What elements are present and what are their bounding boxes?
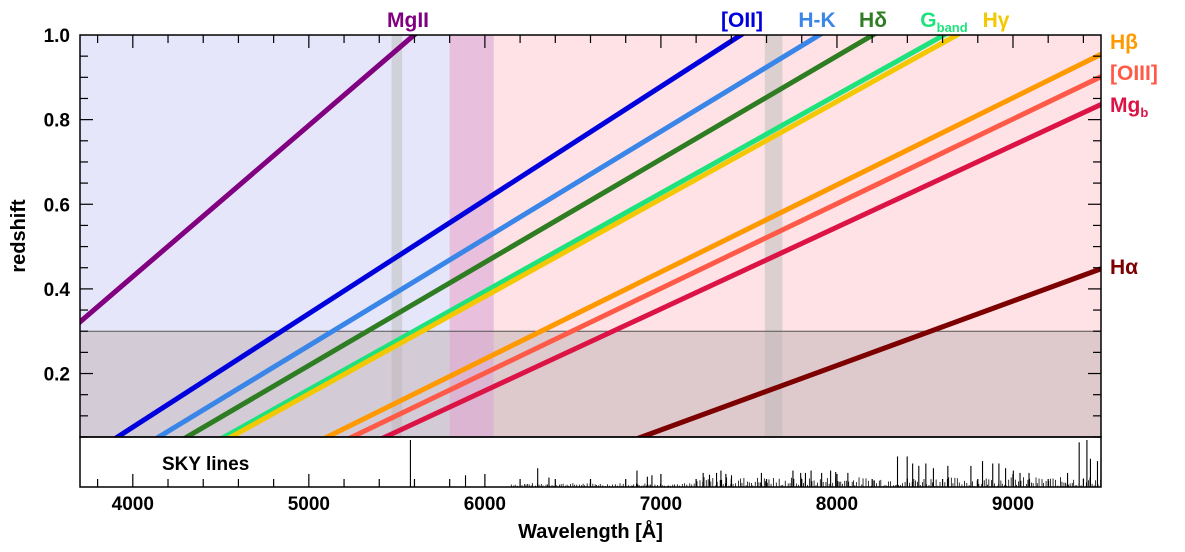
y-tick-label: 0.8: [44, 111, 70, 132]
y-axis-title: redshift: [8, 199, 30, 273]
series-label-subscript: b: [1140, 105, 1148, 120]
series-line-oiii: [346, 73, 1101, 437]
series-label: [OII]: [721, 9, 763, 32]
series-label: H-K: [798, 9, 835, 32]
x-tick-label: 5000: [288, 494, 330, 515]
series-line-g: [219, 35, 950, 437]
series-line-h: [321, 51, 1101, 437]
series-label: Gband: [920, 9, 967, 35]
x-tick-label: 4000: [112, 494, 154, 515]
series-label: MgII: [387, 9, 429, 32]
series-label: Hβ: [1110, 31, 1138, 54]
sky-lines-label: SKY lines: [162, 454, 249, 475]
y-tick-label: 0.6: [44, 195, 70, 216]
series-line-h: [225, 35, 963, 437]
series-label: Hδ: [859, 9, 887, 32]
series-label: [OIII]: [1110, 62, 1158, 85]
series-label-subscript: band: [937, 20, 968, 35]
series-line-oii: [112, 35, 746, 437]
x-tick-label: 8000: [816, 494, 858, 515]
y-tick-label: 0.4: [44, 280, 71, 301]
series-line-mg: [379, 101, 1101, 437]
y-tick-label: 1.0: [44, 26, 70, 47]
sky-forest: [510, 477, 1102, 487]
y-tick-label: 0.2: [44, 365, 70, 386]
x-tick-label: 7000: [640, 494, 682, 515]
series-line-h: [634, 266, 1101, 437]
x-axis-title: Wavelength [Å]: [518, 519, 663, 543]
series-line-mgii: [80, 35, 418, 326]
series-label: Hγ: [983, 9, 1010, 32]
series-line-hk: [153, 35, 825, 437]
x-tick-label: 6000: [464, 494, 506, 515]
x-tick-label: 9000: [992, 494, 1034, 515]
series-line-h: [181, 35, 878, 437]
series-label: Mgb: [1110, 94, 1148, 120]
shaded-region: [80, 331, 1101, 437]
series-label: Hα: [1110, 256, 1138, 279]
shaded-region: [391, 35, 403, 437]
